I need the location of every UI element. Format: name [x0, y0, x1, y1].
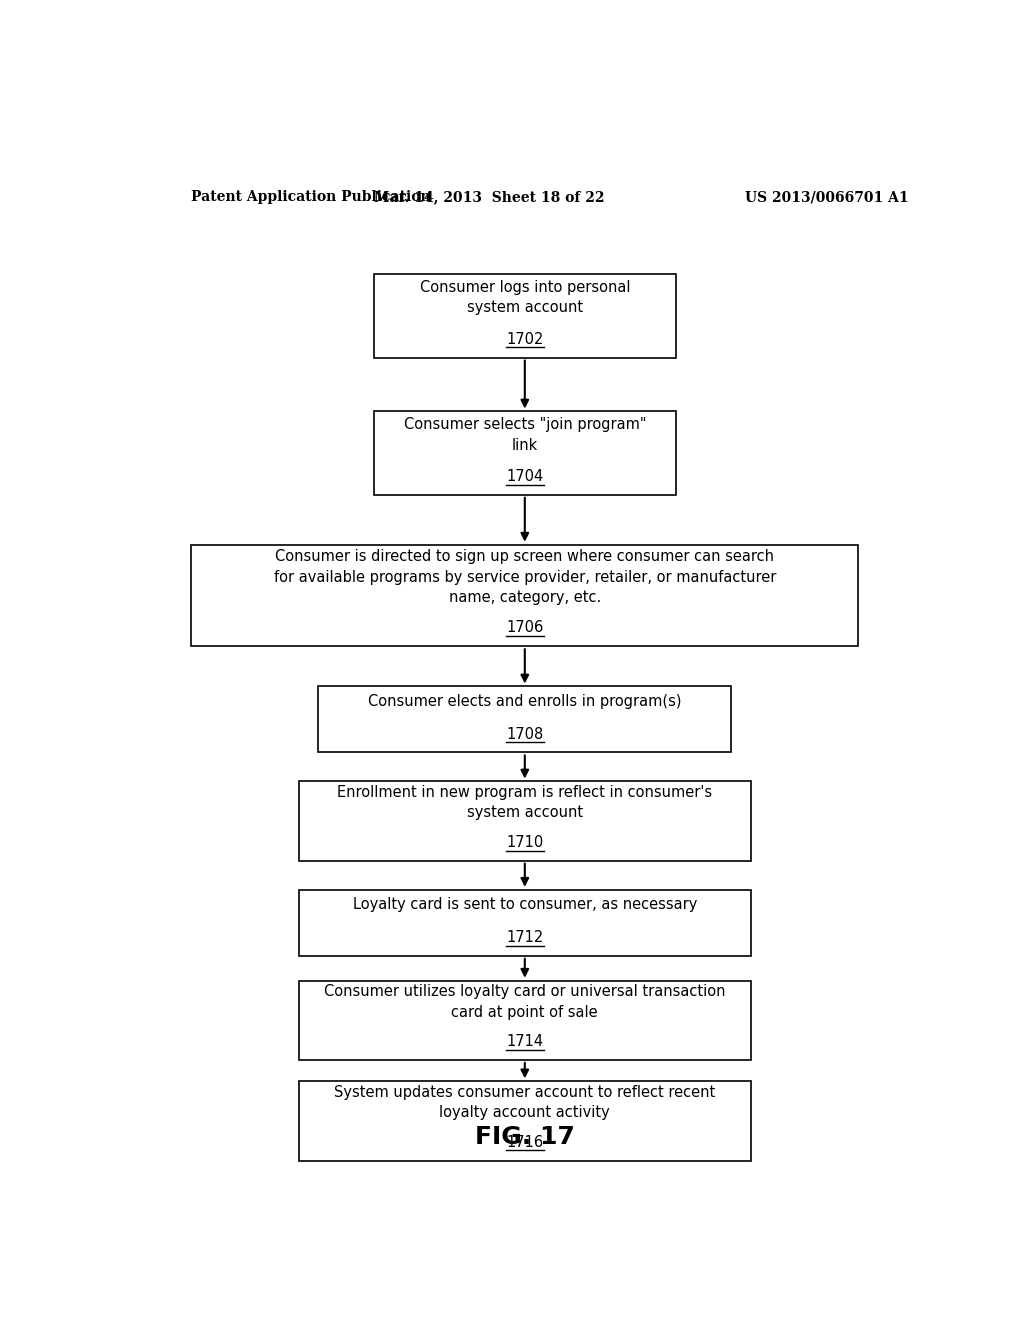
- Text: Mar. 14, 2013  Sheet 18 of 22: Mar. 14, 2013 Sheet 18 of 22: [374, 190, 604, 205]
- Text: 1714: 1714: [506, 1034, 544, 1049]
- Text: Consumer utilizes loyalty card or universal transaction: Consumer utilizes loyalty card or univer…: [324, 985, 726, 999]
- FancyBboxPatch shape: [191, 545, 858, 647]
- Text: Consumer logs into personal: Consumer logs into personal: [420, 280, 630, 294]
- Text: 1712: 1712: [506, 931, 544, 945]
- Text: system account: system account: [467, 301, 583, 315]
- FancyBboxPatch shape: [299, 890, 751, 956]
- FancyBboxPatch shape: [318, 686, 731, 752]
- FancyBboxPatch shape: [299, 781, 751, 861]
- Text: 1708: 1708: [506, 727, 544, 742]
- FancyBboxPatch shape: [374, 412, 676, 495]
- Text: Enrollment in new program is reflect in consumer's: Enrollment in new program is reflect in …: [337, 785, 713, 800]
- FancyBboxPatch shape: [299, 981, 751, 1060]
- Text: 1704: 1704: [506, 469, 544, 484]
- Text: Patent Application Publication: Patent Application Publication: [191, 190, 431, 205]
- Text: FIG. 17: FIG. 17: [475, 1126, 574, 1150]
- Text: link: link: [512, 437, 538, 453]
- Text: 1716: 1716: [506, 1135, 544, 1150]
- Text: 1706: 1706: [506, 620, 544, 635]
- Text: US 2013/0066701 A1: US 2013/0066701 A1: [744, 190, 908, 205]
- Text: 1702: 1702: [506, 331, 544, 347]
- Text: System updates consumer account to reflect recent: System updates consumer account to refle…: [334, 1085, 716, 1100]
- FancyBboxPatch shape: [374, 275, 676, 358]
- Text: name, category, etc.: name, category, etc.: [449, 590, 601, 605]
- Text: system account: system account: [467, 805, 583, 821]
- Text: 1710: 1710: [506, 836, 544, 850]
- Text: Consumer is directed to sign up screen where consumer can search: Consumer is directed to sign up screen w…: [275, 549, 774, 565]
- Text: card at point of sale: card at point of sale: [452, 1005, 598, 1019]
- Text: for available programs by service provider, retailer, or manufacturer: for available programs by service provid…: [273, 570, 776, 585]
- Text: loyalty account activity: loyalty account activity: [439, 1105, 610, 1121]
- Text: Consumer elects and enrolls in program(s): Consumer elects and enrolls in program(s…: [368, 693, 682, 709]
- Text: Loyalty card is sent to consumer, as necessary: Loyalty card is sent to consumer, as nec…: [352, 896, 697, 912]
- Text: Consumer selects "join program": Consumer selects "join program": [403, 417, 646, 432]
- FancyBboxPatch shape: [299, 1081, 751, 1160]
